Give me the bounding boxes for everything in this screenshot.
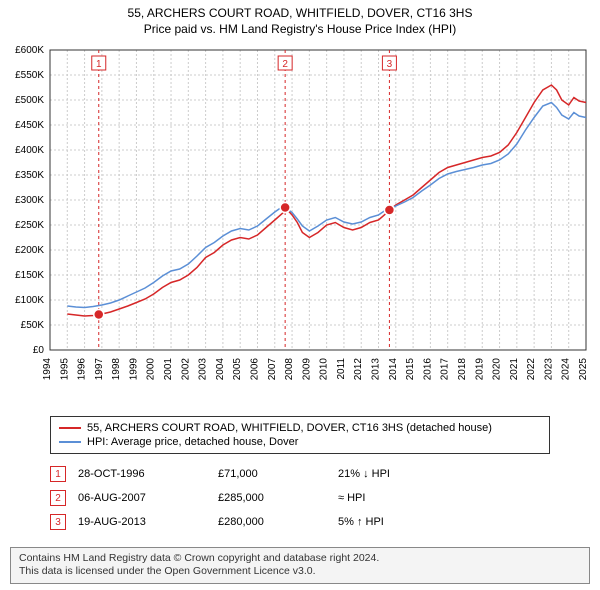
x-tick-label: 1999 [128, 358, 139, 381]
chart-area: £0 £50K £100K £150K £200K £250K £300K £350K £400… [0, 40, 600, 410]
x-tick-label: 2014 [388, 358, 399, 381]
sales-marker-0: 1 [50, 466, 66, 482]
x-tick-label: 2006 [249, 358, 260, 381]
x-tick-label: 2022 [526, 358, 537, 381]
sale-dot [280, 203, 290, 213]
sale-dot [94, 310, 104, 320]
title-line-1: 55, ARCHERS COURT ROAD, WHITFIELD, DOVER… [0, 6, 600, 22]
sales-date-1: 06-AUG-2007 [78, 492, 218, 504]
y-tick-label: £450K [15, 120, 44, 131]
x-tick-label: 2025 [578, 358, 589, 381]
legend-row-1: HPI: Average price, detached house, Dove… [59, 435, 541, 449]
y-tick-label: £200K [15, 245, 44, 256]
x-tick-label: 2017 [440, 358, 451, 381]
sales-hpi-0: 21% ↓ HPI [338, 468, 550, 480]
y-tick-label: £150K [15, 270, 44, 281]
y-tick-label: £550K [15, 70, 44, 81]
marker-label: 3 [387, 59, 393, 70]
y-tick-label: £350K [15, 170, 44, 181]
x-tick-label: 2000 [146, 358, 157, 381]
legend-swatch-0 [59, 427, 81, 429]
legend-row-0: 55, ARCHERS COURT ROAD, WHITFIELD, DOVER… [59, 421, 541, 435]
x-tick-label: 2013 [371, 358, 382, 381]
x-tick-label: 2018 [457, 358, 468, 381]
x-tick-label: 2002 [180, 358, 191, 381]
sales-price-2: £280,000 [218, 516, 338, 528]
x-tick-label: 1997 [94, 358, 105, 381]
y-tick-label: £500K [15, 95, 44, 106]
attribution-box: Contains HM Land Registry data © Crown c… [10, 547, 590, 584]
x-tick-label: 2020 [492, 358, 503, 381]
x-tick-label: 2015 [405, 358, 416, 381]
y-tick-label: £600K [15, 45, 44, 56]
x-tick-label: 2005 [232, 358, 243, 381]
x-tick-label: 2003 [198, 358, 209, 381]
x-tick-label: 2011 [336, 358, 347, 380]
x-tick-label: 2001 [163, 358, 174, 381]
y-tick-label: £0 [33, 345, 45, 356]
sales-hpi-1: ≈ HPI [338, 492, 550, 504]
x-tick-label: 2007 [267, 358, 278, 381]
marker-label: 2 [282, 59, 288, 70]
chart-svg: £0 £50K £100K £150K £200K £250K £300K £350K £400… [0, 40, 600, 410]
y-tick-label: £300K [15, 195, 44, 206]
sales-hpi-2: 5% ↑ HPI [338, 516, 550, 528]
sales-row-0: 1 28-OCT-1996 £71,000 21% ↓ HPI [50, 462, 550, 486]
x-tick-label: 1998 [111, 358, 122, 381]
y-tick-label: £50K [21, 320, 45, 331]
y-tick-label: £100K [15, 295, 44, 306]
x-tick-label: 1996 [77, 358, 88, 381]
page-root: 55, ARCHERS COURT ROAD, WHITFIELD, DOVER… [0, 0, 600, 590]
sales-price-0: £71,000 [218, 468, 338, 480]
sales-row-1: 2 06-AUG-2007 £285,000 ≈ HPI [50, 486, 550, 510]
x-tick-label: 2004 [215, 358, 226, 381]
x-tick-label: 2016 [422, 358, 433, 381]
sales-row-2: 3 19-AUG-2013 £280,000 5% ↑ HPI [50, 510, 550, 534]
x-tick-label: 1995 [59, 358, 70, 381]
legend-label-1: HPI: Average price, detached house, Dove… [87, 436, 298, 448]
sales-marker-2: 3 [50, 514, 66, 530]
y-tick-label: £250K [15, 220, 44, 231]
marker-label: 1 [96, 59, 102, 70]
sales-date-2: 19-AUG-2013 [78, 516, 218, 528]
x-tick-label: 2010 [319, 358, 330, 381]
title-line-2: Price paid vs. HM Land Registry's House … [0, 22, 600, 38]
legend-label-0: 55, ARCHERS COURT ROAD, WHITFIELD, DOVER… [87, 422, 492, 434]
x-tick-label: 2024 [561, 358, 572, 381]
x-tick-label: 2023 [543, 358, 554, 381]
x-tick-label: 2008 [284, 358, 295, 381]
sales-marker-1: 2 [50, 490, 66, 506]
title-block: 55, ARCHERS COURT ROAD, WHITFIELD, DOVER… [0, 0, 600, 37]
y-tick-label: £400K [15, 145, 44, 156]
sales-price-1: £285,000 [218, 492, 338, 504]
sales-date-0: 28-OCT-1996 [78, 468, 218, 480]
attribution-line-2: This data is licensed under the Open Gov… [19, 565, 581, 579]
legend-swatch-1 [59, 441, 81, 443]
x-tick-label: 2021 [509, 358, 520, 381]
x-tick-label: 2019 [474, 358, 485, 381]
x-tick-label: 2009 [301, 358, 312, 381]
sale-dot [384, 205, 394, 215]
legend-box: 55, ARCHERS COURT ROAD, WHITFIELD, DOVER… [50, 416, 550, 454]
attribution-line-1: Contains HM Land Registry data © Crown c… [19, 552, 581, 566]
sales-table: 1 28-OCT-1996 £71,000 21% ↓ HPI 2 06-AUG… [50, 462, 550, 534]
x-tick-label: 1994 [42, 358, 53, 381]
x-tick-label: 2012 [353, 358, 364, 381]
